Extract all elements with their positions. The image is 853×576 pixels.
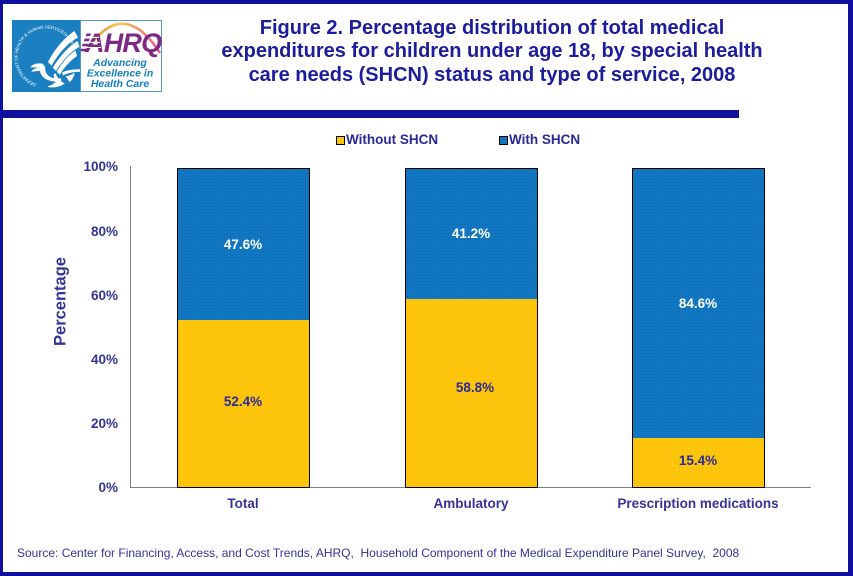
- svg-text:Health Care: Health Care: [91, 78, 150, 90]
- svg-text:Advancing: Advancing: [92, 57, 147, 69]
- svg-text:Excellence in: Excellence in: [87, 68, 154, 80]
- svg-text:AHRQ: AHRQ: [84, 28, 162, 58]
